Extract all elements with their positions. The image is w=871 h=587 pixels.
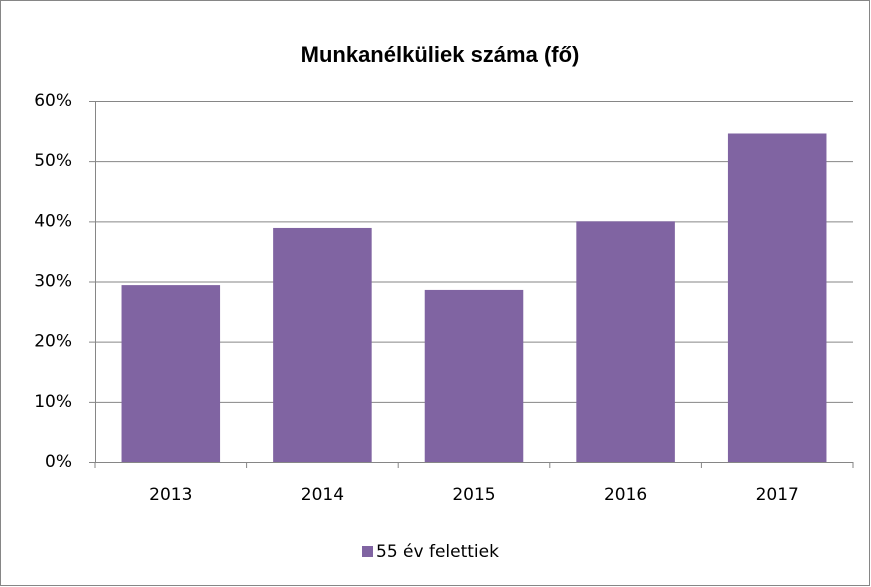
y-tick-label: 40% [34, 211, 72, 231]
x-tick-label: 2016 [604, 485, 647, 505]
legend-swatch [362, 546, 373, 557]
bar [727, 133, 827, 463]
bar [576, 221, 675, 462]
y-tick-label: 50% [34, 151, 72, 171]
x-tick-label: 2015 [452, 485, 495, 505]
x-tick-label: 2017 [756, 485, 799, 505]
bar [273, 227, 372, 462]
y-tick-label: 10% [34, 392, 72, 412]
y-tick-label: 30% [34, 272, 72, 292]
legend-label: 55 év felettiek [376, 542, 499, 562]
x-tick-label: 2013 [149, 485, 192, 505]
bar [121, 285, 221, 462]
y-tick-label: 20% [34, 332, 72, 352]
x-tick-label: 2014 [301, 485, 344, 505]
y-tick-label: 0% [45, 452, 72, 472]
y-tick-label: 60% [34, 91, 72, 111]
bar [424, 289, 524, 462]
chart-title: Munkanélküliek száma (fő) [301, 42, 580, 67]
